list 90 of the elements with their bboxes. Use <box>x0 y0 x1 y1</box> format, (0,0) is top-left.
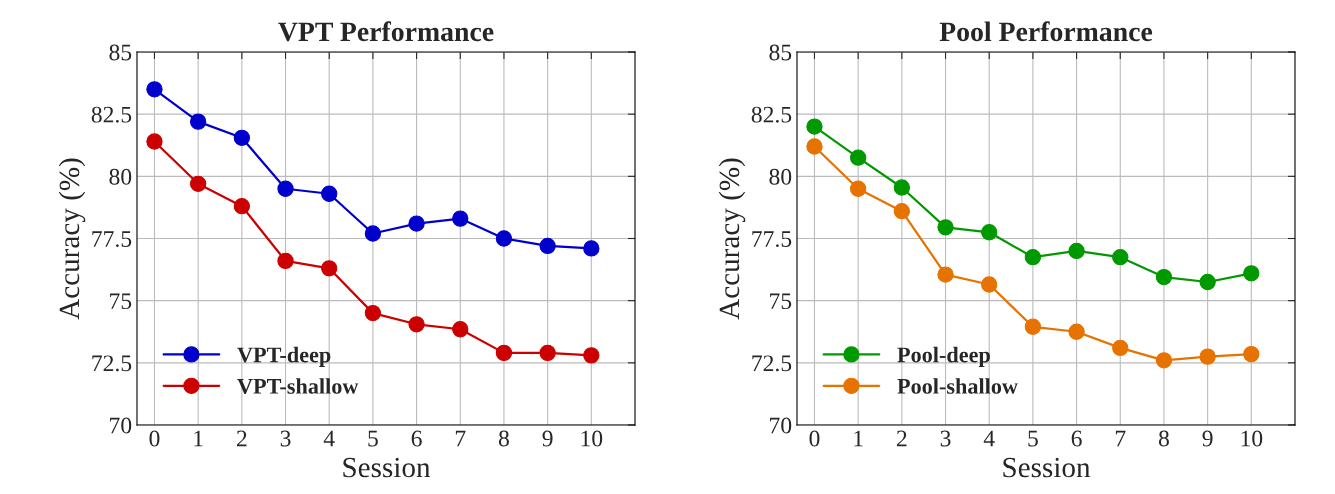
y-tick-label: 85 <box>769 44 792 61</box>
x-tick-label: 9 <box>1202 430 1213 447</box>
point <box>539 237 556 255</box>
x-tick-label: 2 <box>896 430 907 447</box>
y-tick-label: 82.5 <box>91 106 132 123</box>
point <box>146 81 163 98</box>
point <box>321 260 338 277</box>
point <box>190 175 207 192</box>
point <box>1024 248 1042 266</box>
x-axis-title: Session <box>1003 457 1091 478</box>
point <box>408 215 425 232</box>
x-tick-label: 3 <box>280 430 291 447</box>
point <box>893 179 910 196</box>
y-tick-label: 77.5 <box>752 231 792 248</box>
point <box>495 344 513 362</box>
legend-label: Pool-deep <box>897 346 990 367</box>
point <box>146 133 163 150</box>
point <box>1024 318 1042 335</box>
point <box>1243 265 1260 282</box>
point <box>1155 352 1173 369</box>
point <box>233 198 250 215</box>
point <box>850 149 867 166</box>
point <box>850 180 867 197</box>
point <box>893 202 910 220</box>
point <box>364 304 382 322</box>
point <box>452 321 469 338</box>
x-tick-label: 4 <box>983 430 995 447</box>
point <box>321 185 338 202</box>
x-tick-label: 7 <box>1115 430 1126 447</box>
point <box>452 210 469 227</box>
x-tick-label: 2 <box>236 430 247 447</box>
point <box>1112 248 1129 266</box>
point <box>1199 273 1216 291</box>
point <box>981 276 998 293</box>
x-tick-label: 6 <box>411 430 422 447</box>
y-tick-label: 85 <box>109 44 132 61</box>
legend-label: VPT-deep <box>237 346 331 367</box>
y-tick-label: 72.5 <box>92 355 132 372</box>
point <box>364 225 382 242</box>
y-tick-label: 72.5 <box>752 355 792 372</box>
x-tick-label: 5 <box>368 430 378 447</box>
x-tick-label: 3 <box>940 430 951 447</box>
y-tick-label: 70 <box>110 417 132 434</box>
point <box>408 316 425 333</box>
point <box>495 230 513 247</box>
point <box>1112 339 1129 357</box>
y-tick-label: 77.5 <box>92 231 132 248</box>
x-tick-label: 4 <box>323 430 335 447</box>
point <box>1155 268 1173 286</box>
x-tick-label: 10 <box>581 430 603 447</box>
y-tick-label: 80 <box>769 168 792 185</box>
point <box>277 252 294 270</box>
y-axis-title: Accuracy (%) <box>58 158 86 320</box>
y-tick-label: 82.5 <box>751 106 792 123</box>
x-tick-label: 0 <box>809 430 820 447</box>
x-tick-label: 7 <box>455 430 466 447</box>
point <box>1068 323 1085 340</box>
x-tick-label: 5 <box>1028 430 1038 447</box>
point <box>583 240 600 257</box>
point <box>277 180 294 197</box>
point <box>1199 348 1216 365</box>
point <box>937 266 954 283</box>
point <box>1068 242 1085 260</box>
x-tick-label: 1 <box>854 430 863 447</box>
point <box>583 347 600 364</box>
x-tick-label: 8 <box>1158 430 1169 447</box>
legend-label: Pool-shallow <box>897 378 1018 394</box>
x-tick-label: 8 <box>498 430 509 447</box>
point <box>937 219 954 236</box>
x-tick-label: 1 <box>194 430 203 447</box>
y-tick-label: 75 <box>770 293 792 310</box>
point <box>806 118 823 135</box>
y-tick-label: 80 <box>109 168 132 185</box>
chart-title: Pool Performance <box>939 21 1153 42</box>
x-tick-label: 9 <box>542 430 553 447</box>
point <box>981 224 998 241</box>
point <box>806 138 823 155</box>
point <box>233 129 250 146</box>
y-tick-label: 70 <box>770 417 792 434</box>
legend-label: VPT-shallow <box>237 378 359 394</box>
point <box>539 344 556 362</box>
point <box>190 113 207 130</box>
x-tick-label: 10 <box>1241 430 1263 447</box>
y-axis-title: Accuracy (%) <box>718 158 746 320</box>
x-tick-label: 6 <box>1071 430 1082 447</box>
x-axis-title: Session <box>343 457 431 478</box>
y-tick-label: 75 <box>110 293 132 310</box>
x-tick-label: 0 <box>149 430 160 447</box>
point <box>1243 345 1260 363</box>
chart-title: VPT Performance <box>278 21 494 42</box>
